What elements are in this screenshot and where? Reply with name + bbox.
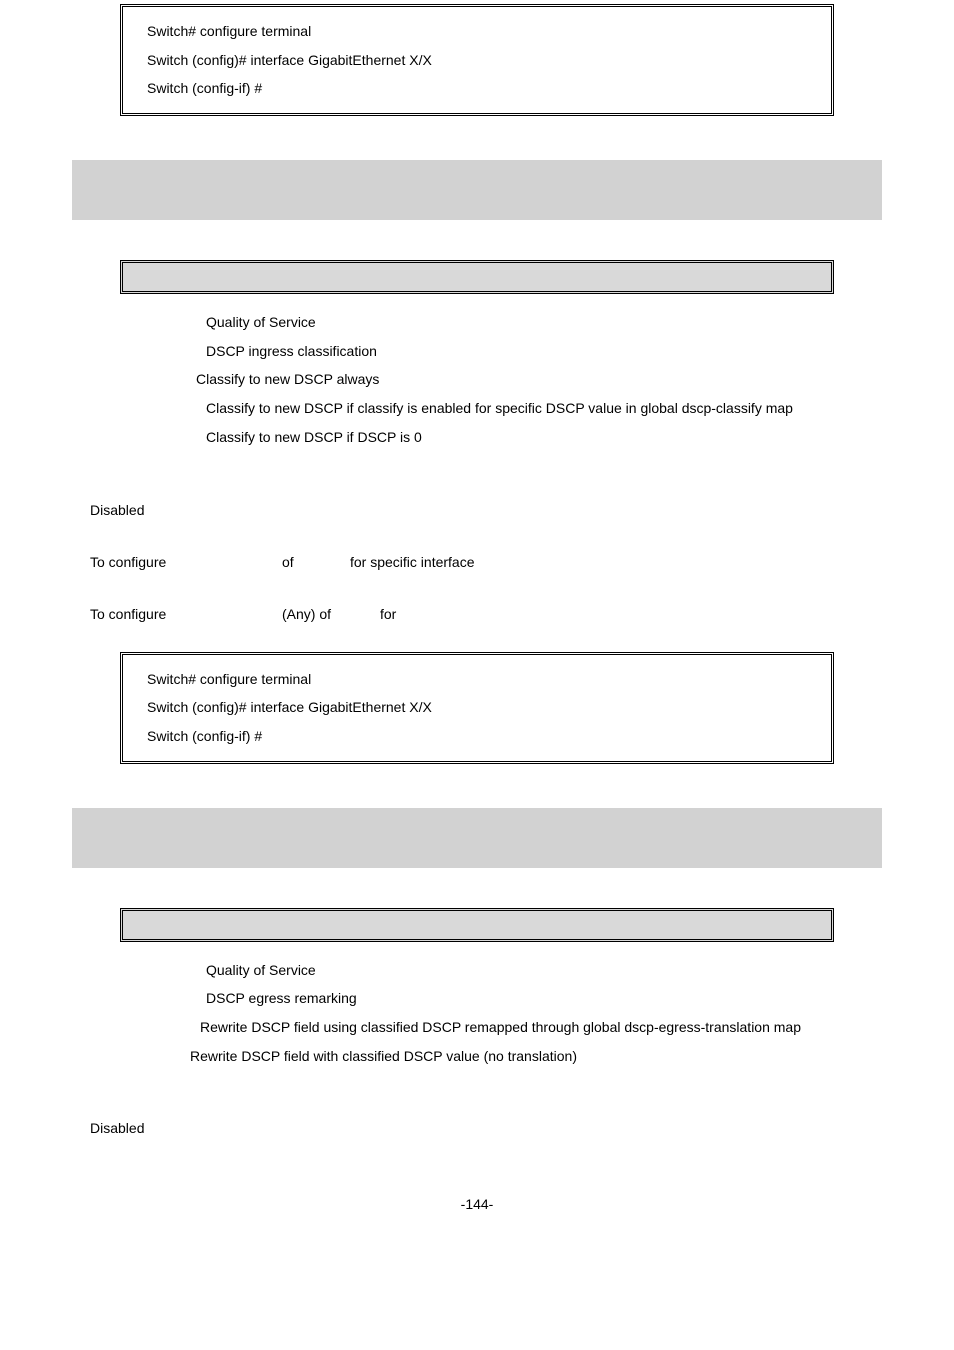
code-line: Switch (config)# interface GigabitEthern… [147, 46, 807, 75]
code-line: Switch# configure terminal [147, 17, 807, 46]
parameter-key [120, 956, 206, 985]
parameter-desc: Classify to new DSCP always [196, 365, 379, 394]
parameter-desc: Rewrite DSCP field with classified DSCP … [190, 1042, 577, 1071]
syntax-box [120, 908, 834, 942]
parameter-desc: DSCP ingress classification [206, 337, 377, 366]
parameter-row: Classify to new DSCP if classify is enab… [120, 394, 864, 423]
parameter-key [120, 308, 206, 337]
usage-text: of [282, 554, 350, 570]
code-line: Switch (config-if) # [147, 74, 807, 103]
page-container: Switch# configure terminal Switch (confi… [0, 4, 954, 1212]
usage-text: To configure [90, 606, 282, 622]
parameter-key [120, 984, 206, 1013]
parameter-key [120, 423, 206, 452]
code-line: Switch (config)# interface GigabitEthern… [147, 693, 807, 722]
usage-text: (Any) of [282, 606, 380, 622]
code-example-box-1: Switch# configure terminal Switch (confi… [120, 4, 834, 116]
parameter-desc: Classify to new DSCP if classify is enab… [206, 394, 793, 423]
parameter-row: DSCP egress remarking [120, 984, 864, 1013]
usage-guide-line: To configure (Any) of for [90, 606, 864, 622]
section-heading-bar [72, 160, 882, 220]
parameter-key [120, 337, 206, 366]
parameter-row: Quality of Service [120, 956, 864, 985]
usage-guide-line: To configure of for specific interface [90, 554, 864, 570]
parameter-key [120, 1013, 200, 1042]
code-line: Switch (config-if) # [147, 722, 807, 751]
usage-text: for [380, 606, 396, 622]
code-example-box-2: Switch# configure terminal Switch (confi… [120, 652, 834, 764]
syntax-box [120, 260, 834, 294]
parameter-desc: Quality of Service [206, 308, 316, 337]
parameter-row: Quality of Service [120, 308, 864, 337]
parameter-key [120, 365, 196, 394]
parameter-block: Quality of Service DSCP ingress classifi… [120, 308, 864, 451]
code-line: Switch# configure terminal [147, 665, 807, 694]
default-label: Disabled [90, 502, 864, 518]
parameter-desc: Rewrite DSCP field using classified DSCP… [200, 1013, 801, 1042]
parameter-key [120, 1042, 190, 1071]
parameter-desc: Quality of Service [206, 956, 316, 985]
usage-text: for specific interface [350, 554, 475, 570]
parameter-desc: DSCP egress remarking [206, 984, 357, 1013]
default-label: Disabled [90, 1120, 864, 1136]
parameter-key [120, 394, 206, 423]
parameter-block: Quality of Service DSCP egress remarking… [120, 956, 864, 1071]
parameter-row: DSCP ingress classification [120, 337, 864, 366]
parameter-row: Classify to new DSCP always [120, 365, 864, 394]
page-number: -144- [90, 1196, 864, 1212]
parameter-row: Rewrite DSCP field using classified DSCP… [120, 1013, 864, 1042]
usage-text: To configure [90, 554, 282, 570]
section-heading-bar [72, 808, 882, 868]
parameter-desc: Classify to new DSCP if DSCP is 0 [206, 423, 422, 452]
parameter-row: Classify to new DSCP if DSCP is 0 [120, 423, 864, 452]
parameter-row: Rewrite DSCP field with classified DSCP … [120, 1042, 864, 1071]
